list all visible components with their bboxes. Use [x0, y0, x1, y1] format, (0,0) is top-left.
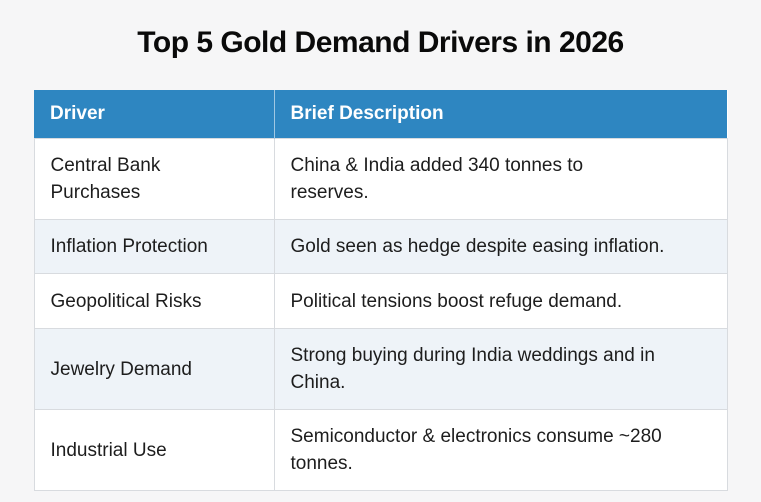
description-cell: Gold seen as hedge despite easing inflat… — [273, 218, 728, 275]
driver-cell: Central Bank Purchases — [33, 138, 275, 220]
description-cell: Semiconductor & electronics consume ~280… — [273, 408, 728, 491]
column-header-driver: Driver — [34, 90, 274, 139]
description-cell-text: Semiconductor & electronics consume ~280… — [290, 425, 662, 474]
table-header-row: Driver Brief Description — [34, 90, 727, 139]
table-row: Jewelry Demand Strong buying during Indi… — [33, 327, 728, 410]
description-cell-text: Political tensions boost refuge demand. — [290, 290, 623, 312]
column-header-brief-description: Brief Description — [273, 90, 727, 139]
driver-cell: Inflation Protection — [33, 218, 275, 275]
description-cell-text: China & India added 340 tonnes to reserv… — [290, 155, 584, 203]
driver-cell-text: Industrial Use — [50, 439, 167, 461]
driver-cell-text: Central Bank Purchases — [50, 155, 161, 203]
gold-demand-table: Driver Brief Description Central Bank Pu… — [33, 90, 728, 491]
driver-cell-text: Jewelry Demand — [50, 358, 193, 380]
driver-cell-text: Geopolitical Risks — [50, 290, 202, 312]
driver-cell-text: Inflation Protection — [50, 236, 208, 258]
description-cell-text: Gold seen as hedge despite easing inflat… — [290, 236, 665, 258]
table-row: Central Bank Purchases China & India add… — [33, 138, 728, 220]
driver-cell: Jewelry Demand — [33, 327, 275, 410]
description-cell: Strong buying during India weddings and … — [273, 327, 728, 410]
table-row: Industrial Use Semiconductor & electroni… — [33, 408, 728, 491]
description-cell: Political tensions boost refuge demand. — [273, 273, 728, 329]
page-title: Top 5 Gold Demand Drivers in 2026 — [137, 26, 624, 59]
table-row: Inflation Protection Gold seen as hedge … — [33, 218, 728, 275]
table-row: Geopolitical Risks Political tensions bo… — [33, 273, 728, 329]
description-cell: China & India added 340 tonnes to reserv… — [273, 138, 728, 220]
driver-cell: Geopolitical Risks — [33, 273, 275, 329]
description-cell-text: Strong buying during India weddings and … — [290, 344, 655, 393]
driver-cell: Industrial Use — [33, 408, 275, 491]
